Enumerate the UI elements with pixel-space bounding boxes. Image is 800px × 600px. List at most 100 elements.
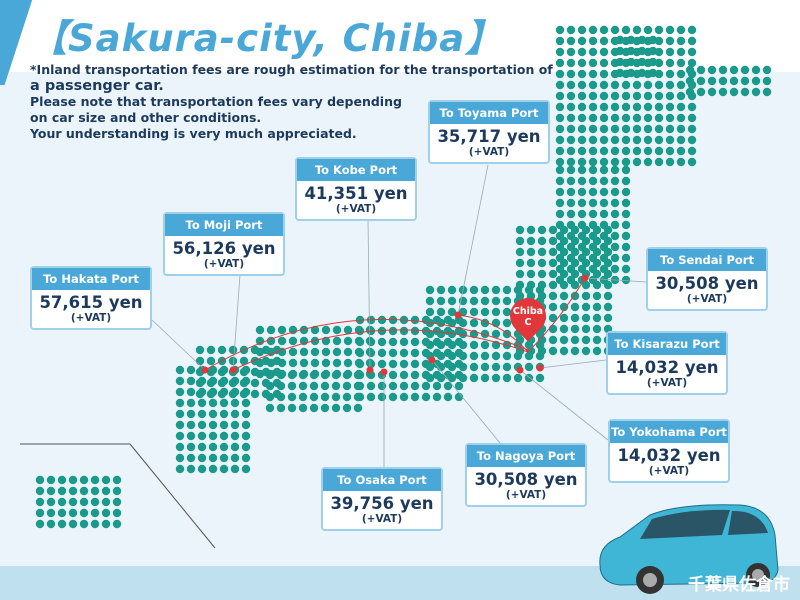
- map-dot: [46, 475, 56, 485]
- map-dot: [491, 351, 501, 361]
- map-dot: [219, 442, 229, 452]
- map-dot: [581, 324, 591, 334]
- map-dot: [388, 348, 398, 358]
- map-dot: [581, 236, 591, 246]
- map-dot: [751, 65, 761, 75]
- map-dot: [570, 335, 580, 345]
- map-dot: [186, 365, 196, 375]
- map-dot: [621, 165, 631, 175]
- map-dot: [548, 236, 558, 246]
- map-dot: [230, 420, 240, 430]
- map-dot: [718, 87, 728, 97]
- map-dot: [643, 91, 653, 101]
- map-dot: [610, 187, 620, 197]
- map-dot: [555, 47, 565, 57]
- map-dot: [343, 358, 353, 368]
- map-dot: [615, 46, 625, 56]
- map-dot: [559, 346, 569, 356]
- note-line: on car size and other conditions.: [30, 110, 262, 125]
- map-dot: [90, 475, 100, 485]
- map-dot: [621, 253, 631, 263]
- map-dot: [577, 80, 587, 90]
- map-dot: [637, 35, 647, 45]
- map-dot: [592, 346, 602, 356]
- map-dot: [366, 381, 376, 391]
- map-dot: [443, 392, 453, 402]
- map-dot: [610, 157, 620, 167]
- map-dot: [175, 387, 185, 397]
- port-name: To Kisarazu Port: [608, 333, 726, 355]
- port-fee: 56,126 yen: [172, 239, 276, 258]
- map-dot: [432, 392, 442, 402]
- map-dot: [535, 340, 545, 350]
- map-dot: [566, 47, 576, 57]
- map-dot: [566, 135, 576, 145]
- map-dot: [588, 187, 598, 197]
- map-dot: [610, 165, 620, 175]
- map-dot: [377, 359, 387, 369]
- port-fee-card: To Moji Port 56,126 yen (+VAT): [163, 212, 285, 276]
- map-dot: [219, 365, 229, 375]
- map-dot: [581, 247, 591, 257]
- map-dot: [599, 146, 609, 156]
- map-dot: [566, 113, 576, 123]
- map-dot: [555, 124, 565, 134]
- map-dot: [581, 258, 591, 268]
- map-dot: [665, 157, 675, 167]
- map-dot: [588, 25, 598, 35]
- map-dot: [535, 351, 545, 361]
- map-dot: [592, 269, 602, 279]
- map-dot: [432, 348, 442, 358]
- map-dot: [342, 370, 352, 380]
- map-dot: [112, 475, 122, 485]
- map-dot: [626, 35, 636, 45]
- map-dot: [230, 453, 240, 463]
- map-dot: [432, 326, 442, 336]
- map-dot: [480, 340, 490, 350]
- map-dot: [432, 315, 442, 325]
- map-dot: [399, 392, 409, 402]
- map-dot: [555, 157, 565, 167]
- map-dot: [603, 269, 613, 279]
- map-dot: [502, 351, 512, 361]
- map-dot: [643, 135, 653, 145]
- map-dot: [353, 403, 363, 413]
- map-dot: [241, 376, 251, 386]
- map-dot: [610, 220, 620, 230]
- map-dot: [570, 258, 580, 268]
- map-dot: [228, 356, 238, 366]
- port-markers: [201, 274, 589, 376]
- map-dot: [548, 346, 558, 356]
- map-dot: [186, 420, 196, 430]
- map-dot: [491, 362, 501, 372]
- map-dot: [469, 296, 479, 306]
- map-dot: [577, 69, 587, 79]
- map-dot: [621, 102, 631, 112]
- map-dot: [621, 209, 631, 219]
- map-dot: [537, 236, 547, 246]
- map-dot: [740, 65, 750, 75]
- map-dot: [197, 464, 207, 474]
- note-line: Your understanding is very much apprecia…: [30, 126, 357, 141]
- map-dot: [469, 318, 479, 328]
- map-dot: [454, 348, 464, 358]
- map-dot: [559, 225, 569, 235]
- map-dot: [515, 247, 525, 257]
- map-dot: [299, 325, 309, 335]
- map-dot: [421, 370, 431, 380]
- map-dot: [577, 135, 587, 145]
- port-marker: [536, 364, 544, 372]
- vat-note: (+VAT): [361, 513, 403, 525]
- map-dot: [648, 35, 658, 45]
- map-dot: [676, 135, 686, 145]
- map-dot: [399, 337, 409, 347]
- map-dot: [186, 464, 196, 474]
- map-dot: [588, 36, 598, 46]
- map-dot: [621, 146, 631, 156]
- map-dot: [241, 409, 251, 419]
- map-dot: [208, 398, 218, 408]
- map-dot: [665, 102, 675, 112]
- map-dot: [101, 486, 111, 496]
- map-dot: [555, 113, 565, 123]
- map-dot: [276, 392, 286, 402]
